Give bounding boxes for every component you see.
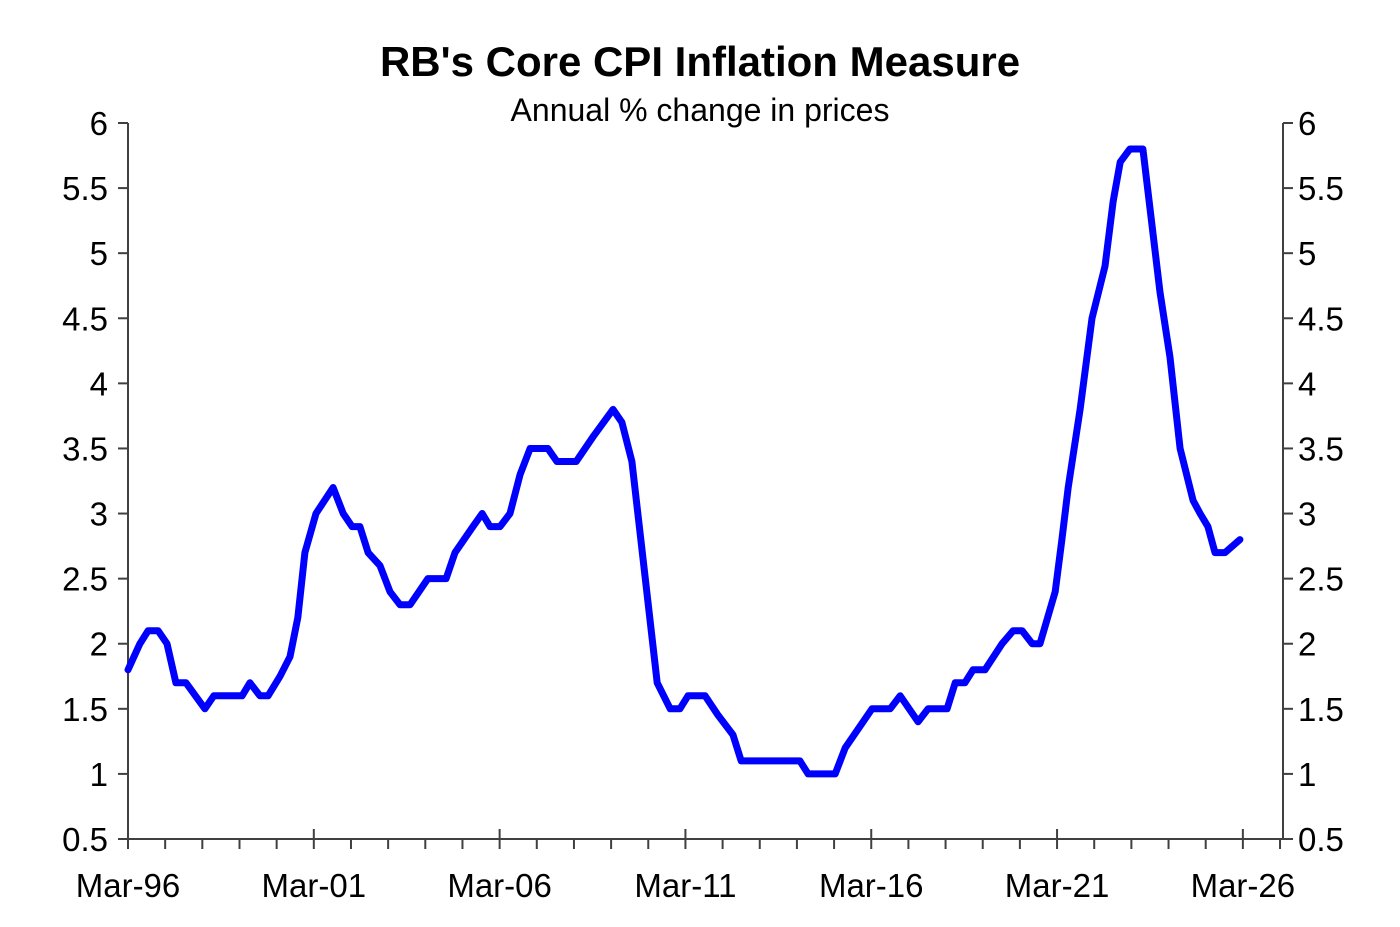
left-y-tick-label: 2 bbox=[90, 626, 108, 663]
x-tick-label: Mar-16 bbox=[819, 867, 924, 904]
left-y-tick-label: 1.5 bbox=[62, 691, 108, 728]
left-y-tick-label: 4 bbox=[90, 365, 108, 402]
right-y-tick-label: 5.5 bbox=[1298, 170, 1344, 207]
left-y-tick-label: 2.5 bbox=[62, 561, 108, 598]
chart-title: RB's Core CPI Inflation Measure bbox=[379, 38, 1021, 85]
x-tick-label: Mar-26 bbox=[1191, 867, 1296, 904]
left-y-tick-label: 3 bbox=[90, 496, 108, 533]
left-y-tick-label: 3.5 bbox=[62, 430, 108, 467]
x-tick-label: Mar-06 bbox=[447, 867, 552, 904]
left-y-tick-label: 4.5 bbox=[62, 300, 108, 337]
right-y-tick-label: 6 bbox=[1298, 105, 1316, 142]
right-y-tick-label: 1.5 bbox=[1298, 691, 1344, 728]
x-tick-label: Mar-96 bbox=[76, 867, 181, 904]
chart-subtitle: Annual % change in prices bbox=[510, 92, 890, 128]
right-y-tick-label: 4.5 bbox=[1298, 300, 1344, 337]
left-y-tick-label: 5.5 bbox=[62, 170, 108, 207]
left-y-tick-label: 1 bbox=[90, 756, 108, 793]
right-y-tick-label: 2.5 bbox=[1298, 561, 1344, 598]
left-y-tick-label: 0.5 bbox=[62, 821, 108, 858]
right-y-tick-label: 1 bbox=[1298, 756, 1316, 793]
x-tick-label: Mar-21 bbox=[1005, 867, 1110, 904]
x-tick-label: Mar-11 bbox=[634, 867, 736, 904]
left-y-tick-label: 6 bbox=[90, 105, 108, 142]
x-tick-label: Mar-01 bbox=[262, 867, 367, 904]
right-y-tick-label: 5 bbox=[1298, 235, 1316, 272]
series-line-core-cpi bbox=[124, 145, 1244, 778]
right-y-tick-label: 2 bbox=[1298, 626, 1316, 663]
right-y-tick-label: 0.5 bbox=[1298, 821, 1344, 858]
left-y-tick-label: 5 bbox=[90, 235, 108, 272]
right-y-tick-label: 3 bbox=[1298, 496, 1316, 533]
right-y-tick-label: 4 bbox=[1298, 365, 1316, 402]
right-y-tick-label: 3.5 bbox=[1298, 430, 1344, 467]
